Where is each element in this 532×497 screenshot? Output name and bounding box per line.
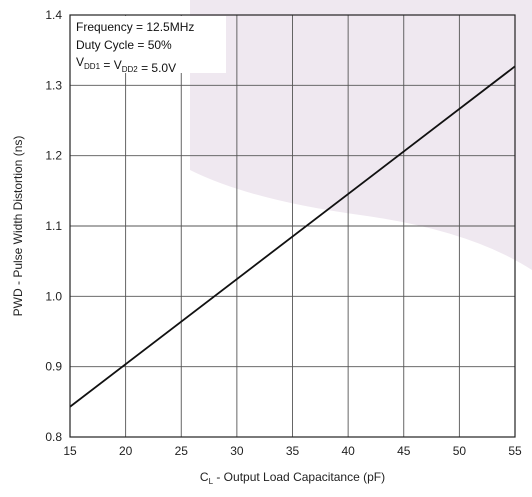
annotation-frequency: Frequency = 12.5MHz <box>76 20 194 34</box>
x-tick-label: 45 <box>397 444 411 458</box>
annotation-supply-voltage: VDD1 = VDD2 = 5.0V <box>76 55 176 75</box>
background-watermark-shape <box>190 0 532 270</box>
y-tick-label: 1.3 <box>45 78 62 92</box>
x-tick-label: 25 <box>175 444 189 458</box>
x-tick-label: 20 <box>119 444 133 458</box>
y-tick-label: 1.2 <box>45 149 62 163</box>
y-tick-label: 1.0 <box>45 289 62 303</box>
x-tick-label: 55 <box>508 444 522 458</box>
x-tick-label: 30 <box>230 444 244 458</box>
x-tick-label: 40 <box>341 444 355 458</box>
y-tick-label: 1.1 <box>45 219 62 233</box>
x-axis-title: CL - Output Load Capacitance (pF) <box>200 470 385 486</box>
y-tick-label: 0.8 <box>45 430 62 444</box>
annotation-duty-cycle: Duty Cycle = 50% <box>76 38 172 52</box>
x-tick-label: 50 <box>453 444 467 458</box>
y-tick-label: 0.9 <box>45 360 62 374</box>
plot-frame <box>69 14 516 438</box>
y-axis-title: PWD - Pulse Width Distortion (ns) <box>11 136 25 317</box>
x-tick-label: 15 <box>63 444 77 458</box>
y-tick-label: 1.4 <box>45 8 62 22</box>
annotation-background <box>71 16 226 73</box>
x-tick-label: 35 <box>286 444 300 458</box>
series-line-0 <box>69 65 516 408</box>
